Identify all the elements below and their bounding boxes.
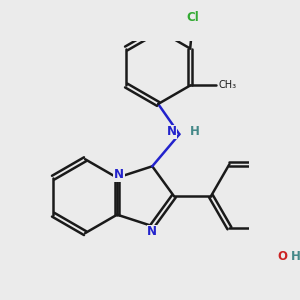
Text: H: H xyxy=(190,125,200,138)
Text: N: N xyxy=(147,226,157,238)
Text: Cl: Cl xyxy=(186,11,199,25)
Text: H: H xyxy=(291,250,300,263)
Text: O: O xyxy=(278,250,288,263)
Text: CH₃: CH₃ xyxy=(218,80,236,91)
Text: N: N xyxy=(167,125,177,138)
Text: N: N xyxy=(114,168,124,181)
